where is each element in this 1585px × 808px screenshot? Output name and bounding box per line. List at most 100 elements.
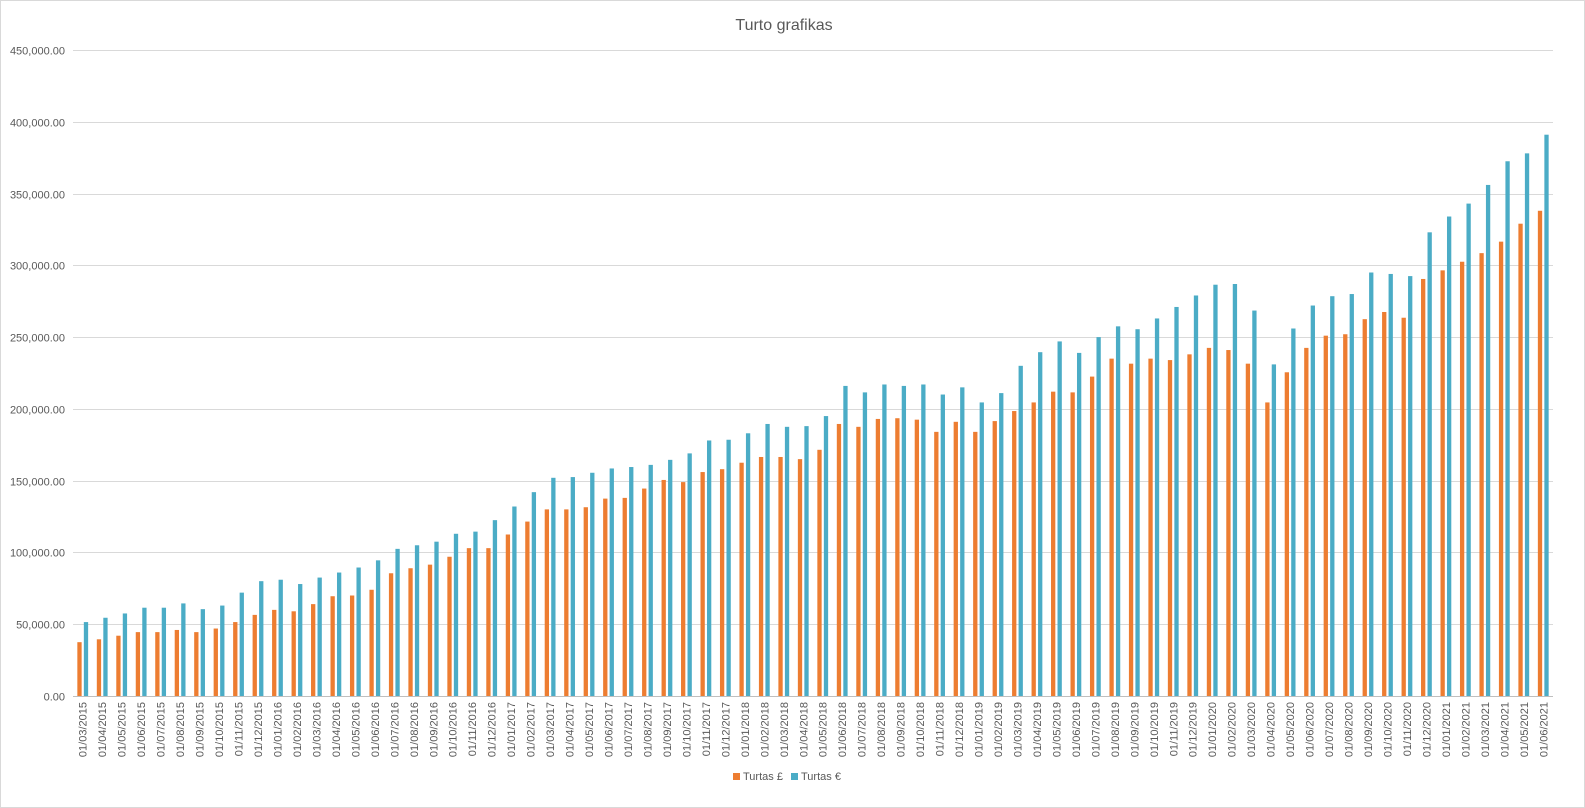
x-tick-label: 01/09/2016 xyxy=(428,702,440,757)
bar-turtas-eur xyxy=(1135,329,1140,696)
x-tick-label: 01/08/2020 xyxy=(1344,702,1356,757)
bar-turtas-gbp xyxy=(505,534,511,696)
legend-swatch-turtas-gbp xyxy=(733,773,740,780)
y-tick-label: 450,000.00 xyxy=(10,46,65,58)
bar-turtas-eur xyxy=(103,617,108,696)
x-tick-label: 01/07/2016 xyxy=(389,702,401,757)
bar-turtas-gbp xyxy=(992,421,997,696)
bar-turtas-eur xyxy=(862,392,868,696)
x-tick-label: 01/05/2015 xyxy=(117,702,129,757)
bar-turtas-eur xyxy=(1310,305,1315,696)
bar-turtas-eur xyxy=(882,384,887,696)
x-tick-label: 01/09/2015 xyxy=(195,702,207,757)
bars xyxy=(77,134,1549,697)
bar-turtas-eur xyxy=(1369,272,1374,696)
bar-turtas-gbp xyxy=(213,628,218,696)
bar-turtas-gbp xyxy=(116,635,121,696)
legend: Turtas £ Turtas € xyxy=(733,771,841,783)
bar-turtas-eur xyxy=(1018,365,1023,696)
bar-turtas-eur xyxy=(317,577,322,696)
x-tick-label: 01/09/2017 xyxy=(662,702,674,757)
x-tick-label: 01/04/2015 xyxy=(97,702,109,757)
bar-turtas-eur xyxy=(1076,352,1082,696)
bar-turtas-eur xyxy=(356,567,361,696)
bar-turtas-gbp xyxy=(1089,376,1095,696)
bar-turtas-gbp xyxy=(1051,391,1056,696)
x-tick-label: 01/03/2020 xyxy=(1246,702,1258,757)
gridlines xyxy=(73,50,1553,625)
bar-turtas-gbp xyxy=(77,642,82,696)
y-tick-label: 0.00 xyxy=(44,692,65,704)
bar-turtas-gbp xyxy=(564,509,569,696)
x-tick-label: 01/03/2017 xyxy=(545,702,557,757)
x-tick-label: 01/04/2016 xyxy=(331,702,343,757)
bar-turtas-eur xyxy=(336,572,342,696)
bar-turtas-eur xyxy=(1096,337,1101,696)
x-tick-label: 01/01/2021 xyxy=(1441,702,1453,757)
x-tick-label: 01/02/2016 xyxy=(292,702,304,757)
bar-turtas-gbp xyxy=(836,423,842,696)
x-tick-label: 01/10/2015 xyxy=(214,702,226,757)
bar-turtas-gbp xyxy=(953,421,958,696)
x-tick-label: 01/08/2015 xyxy=(175,702,187,757)
bar-turtas-gbp xyxy=(719,469,725,696)
x-tick-label: 01/04/2021 xyxy=(1499,702,1511,757)
x-tick-label: 01/02/2021 xyxy=(1460,702,1472,757)
y-tick-label: 250,000.00 xyxy=(10,333,65,345)
bar-turtas-eur xyxy=(161,607,167,696)
bar-turtas-eur xyxy=(979,402,984,696)
bar-turtas-gbp xyxy=(96,639,102,696)
bar-turtas-eur xyxy=(1213,284,1218,696)
bar-turtas-eur xyxy=(1349,294,1354,696)
x-tick-label: 01/01/2017 xyxy=(506,702,518,757)
bar-turtas-gbp xyxy=(1537,210,1543,696)
bar-turtas-eur xyxy=(784,426,790,696)
bar-turtas-gbp xyxy=(135,632,141,696)
bar-turtas-eur xyxy=(1115,326,1121,696)
bar-turtas-gbp xyxy=(934,431,939,696)
bar-turtas-eur xyxy=(1408,276,1413,696)
x-tick-label: 01/04/2017 xyxy=(565,702,577,757)
x-tick-label: 01/08/2016 xyxy=(409,702,421,757)
bar-turtas-gbp xyxy=(349,595,355,696)
x-tick-label: 01/06/2020 xyxy=(1305,702,1317,757)
bar-turtas-gbp xyxy=(544,509,550,696)
bar-turtas-eur xyxy=(1232,284,1238,696)
bar-turtas-eur xyxy=(1544,134,1549,696)
bar-turtas-gbp xyxy=(1323,335,1328,696)
bar-turtas-eur xyxy=(1252,310,1257,696)
bar-turtas-gbp xyxy=(1148,358,1153,696)
x-tick-label: 01/10/2020 xyxy=(1382,702,1394,757)
bar-turtas-eur xyxy=(1057,341,1062,696)
x-tick-label: 01/07/2020 xyxy=(1324,702,1336,757)
bar-turtas-gbp xyxy=(856,426,861,696)
bar-turtas-eur xyxy=(1505,161,1510,696)
x-tick-label: 01/02/2020 xyxy=(1227,702,1239,757)
bar-turtas-eur xyxy=(745,433,751,696)
x-tick-label: 01/08/2017 xyxy=(642,702,654,757)
x-tick-label: 01/01/2016 xyxy=(272,702,284,757)
legend-swatch-turtas-eur xyxy=(791,773,798,780)
bar-turtas-eur xyxy=(804,426,809,696)
x-tick-label: 01/05/2019 xyxy=(1051,702,1063,757)
chart-title: Turto grafikas xyxy=(735,17,832,34)
x-tick-label: 01/02/2018 xyxy=(759,702,771,757)
x-tick-label: 01/12/2016 xyxy=(487,702,499,757)
x-tick-label: 01/04/2019 xyxy=(1032,702,1044,757)
bar-turtas-eur xyxy=(83,622,89,696)
bar-turtas-eur xyxy=(1388,273,1393,696)
bar-turtas-gbp xyxy=(914,419,920,696)
x-tick-label: 01/05/2020 xyxy=(1285,702,1297,757)
bar-turtas-gbp xyxy=(388,573,394,696)
x-tick-label: 01/11/2019 xyxy=(1168,702,1180,756)
x-tick-label: 01/12/2019 xyxy=(1188,702,1200,757)
bar-turtas-eur xyxy=(181,603,186,696)
x-tick-label: 01/03/2016 xyxy=(311,702,323,757)
bar-turtas-gbp xyxy=(272,609,277,696)
bar-turtas-gbp xyxy=(1206,347,1212,696)
bar-turtas-gbp xyxy=(797,459,803,696)
y-tick-label: 50,000.00 xyxy=(16,620,65,632)
bar-turtas-gbp xyxy=(875,418,881,696)
bar-turtas-eur xyxy=(453,533,459,696)
bar-turtas-gbp xyxy=(1459,261,1465,696)
